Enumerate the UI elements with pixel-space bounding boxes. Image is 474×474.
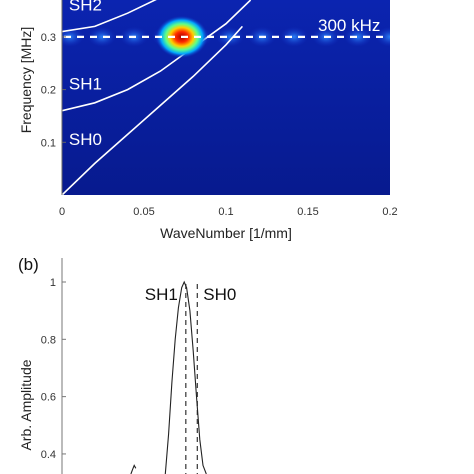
y-tick-label: 1 [50, 277, 56, 289]
amplitude-y-ticks: 1 0.8 0.6 0.4 [41, 277, 66, 461]
heatmap-blob [280, 26, 308, 47]
reference-line-label: 300 kHz [318, 16, 380, 35]
amplitude-curves [130, 280, 207, 474]
mode-label-sh2: SH2 [69, 0, 102, 15]
dispersion-curves [62, 0, 252, 195]
x-tick-label: 0.05 [133, 206, 154, 218]
mode-label-sh1: SH1 [69, 75, 102, 94]
y-tick-label: 0.1 [41, 137, 56, 149]
panel-b-label: (b) [18, 255, 39, 274]
amplitude-panel: (b) 1 0.8 0.6 0.4 Arb. Amplitude SH1 SH0 [18, 255, 236, 474]
heatmap-blob [88, 26, 116, 47]
y-tick-label: 0.2 [41, 85, 56, 97]
amplitude-y-axis-label: Arb. Amplitude [18, 359, 34, 450]
amplitude-curve-1 [164, 280, 207, 474]
amplitude-curve-0 [130, 464, 137, 474]
curve-sh1 [62, 0, 252, 112]
curve-sh2 [62, 0, 157, 33]
y-tick-label: 0.4 [41, 449, 56, 461]
x-tick-label: 0.2 [382, 206, 397, 218]
curve-sh0 [62, 25, 243, 195]
y-tick-label: 0.6 [41, 392, 56, 404]
y-tick-label: 0.3 [41, 32, 56, 44]
heatmap-y-axis-label: Frequency [MHz] [18, 27, 34, 134]
mode-labels: SH2 SH1 SH0 [69, 0, 102, 149]
mode-markers: SH1 SH0 [145, 284, 236, 474]
x-tick-label: 0.15 [297, 206, 318, 218]
heatmap-blob [344, 26, 372, 47]
x-tick-label: 0.1 [218, 206, 233, 218]
mode-label-sh0: SH0 [69, 130, 102, 149]
marker-label-sh1: SH1 [145, 285, 178, 304]
heatmap-blob [376, 26, 390, 47]
heatmap-blob [62, 26, 84, 47]
heatmap-y-ticks: 0.1 0.2 0.3 [41, 32, 66, 149]
heatmap-panel: 300 kHz SH2 SH1 SH0 0.1 0.2 0.3 0 0.05 0.1 0.15… [18, 0, 398, 241]
heatmap-x-ticks: 0 0.05 0.1 0.15 0.2 [59, 206, 398, 218]
marker-label-sh0: SH0 [203, 285, 236, 304]
heatmap-x-axis-label: WaveNumber [1/mm] [160, 225, 292, 241]
x-tick-label: 0 [59, 206, 65, 218]
y-tick-label: 0.8 [41, 334, 56, 346]
